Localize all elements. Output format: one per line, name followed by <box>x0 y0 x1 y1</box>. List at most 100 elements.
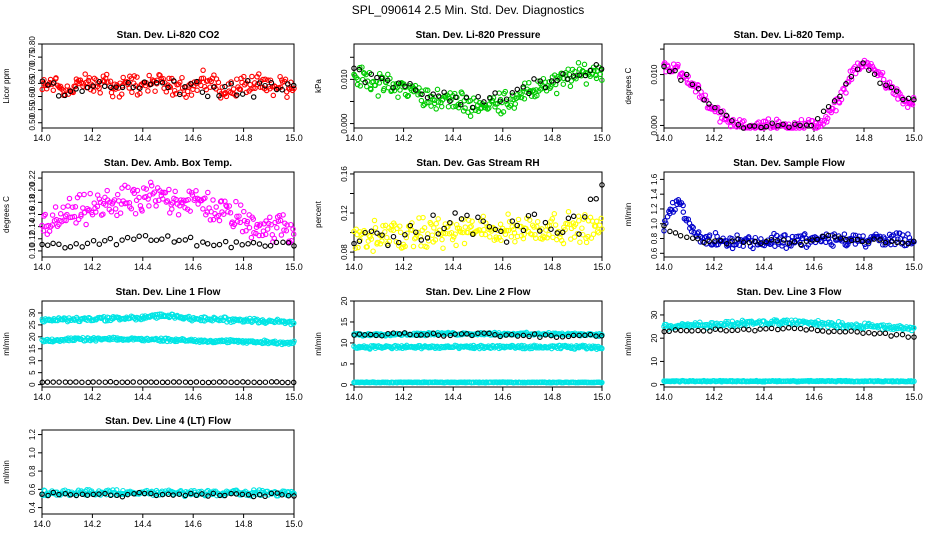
data-point <box>124 491 131 498</box>
data-point <box>234 218 241 225</box>
data-point <box>697 319 703 326</box>
data-point <box>599 379 605 386</box>
data-point <box>768 237 775 243</box>
data-point <box>703 97 710 104</box>
data-point <box>908 324 914 331</box>
data-point <box>146 72 152 79</box>
x-tick-label: 15.0 <box>285 392 303 402</box>
data-point <box>498 237 504 244</box>
data-point <box>598 333 605 339</box>
data-point <box>424 332 430 338</box>
series-red <box>39 67 297 101</box>
data-point <box>89 211 96 218</box>
data-point <box>786 124 792 130</box>
y-tick-label: 0.12 <box>340 205 349 221</box>
data-point <box>90 237 97 244</box>
data-point <box>279 492 285 498</box>
data-point <box>119 379 125 385</box>
data-point <box>53 216 60 223</box>
data-point <box>534 218 541 225</box>
x-tick-label: 14.8 <box>855 133 873 143</box>
data-point <box>62 379 69 385</box>
data-point <box>763 326 769 332</box>
data-point <box>837 328 843 335</box>
data-point <box>79 379 85 386</box>
data-point <box>218 317 224 323</box>
data-point <box>712 104 718 111</box>
data-point <box>833 107 839 114</box>
data-point <box>542 84 549 91</box>
data-point <box>576 72 582 78</box>
data-point <box>497 333 503 340</box>
data-point <box>390 84 396 91</box>
data-point <box>390 330 397 336</box>
data-point <box>802 231 808 237</box>
data-point <box>848 73 855 80</box>
x-tick-label: 14.8 <box>235 519 253 529</box>
data-point <box>364 244 370 250</box>
data-point <box>108 84 114 91</box>
data-point <box>162 189 169 196</box>
data-point <box>148 182 155 189</box>
data-point <box>435 231 442 237</box>
data-point <box>102 379 109 385</box>
data-point <box>159 236 165 242</box>
data-point <box>131 190 138 197</box>
y-tick-label: 0.8 <box>650 232 659 244</box>
data-point <box>148 237 154 244</box>
data-point <box>274 490 280 496</box>
y-tick-label: 0.6 <box>650 247 659 259</box>
y-tick-label: 1.2 <box>28 428 37 440</box>
data-point <box>290 82 297 89</box>
chart-panel-5: Stan. Dev. Gas Stream RH percent 14.0 14.2 1… <box>314 158 611 272</box>
x-tick-label: 14.4 <box>444 392 462 402</box>
series-black <box>39 232 297 251</box>
data-point <box>147 192 153 198</box>
data-point <box>62 490 69 497</box>
data-point <box>893 331 900 338</box>
data-point <box>136 489 142 496</box>
data-point <box>780 325 786 332</box>
data-point <box>430 330 437 337</box>
data-point <box>351 240 357 247</box>
data-point <box>542 79 549 85</box>
data-point <box>695 85 702 92</box>
data-point <box>452 331 458 337</box>
series-cyan-middle <box>351 342 605 352</box>
data-point <box>176 91 183 98</box>
x-tick-label: 14.8 <box>544 133 562 143</box>
data-point <box>599 345 605 352</box>
data-point <box>478 218 484 224</box>
y-tick-label: 0.20 <box>28 182 37 198</box>
data-point <box>284 222 290 228</box>
data-point <box>441 225 447 232</box>
y-tick-label: 0 <box>650 382 659 387</box>
data-point <box>435 93 442 99</box>
data-point <box>97 199 104 205</box>
data-point <box>763 123 770 130</box>
data-point <box>267 214 273 221</box>
x-tick-label: 15.0 <box>905 262 923 272</box>
data-point <box>239 242 245 248</box>
data-point <box>73 86 79 92</box>
data-point <box>565 66 571 72</box>
data-point <box>84 240 91 247</box>
x-tick-label: 14.0 <box>33 133 51 143</box>
data-point <box>684 234 690 241</box>
y-tick-label: 0.18 <box>28 194 37 210</box>
data-point <box>119 185 125 191</box>
data-point <box>222 238 229 245</box>
data-point <box>579 225 585 231</box>
data-point <box>669 68 676 75</box>
data-point <box>518 342 525 349</box>
data-point <box>182 83 188 90</box>
data-point <box>502 88 509 95</box>
data-point <box>894 239 900 246</box>
data-point <box>353 226 359 233</box>
data-point <box>245 379 251 386</box>
y-tick-label: 1.0 <box>650 218 659 230</box>
data-point <box>803 235 809 242</box>
data-point <box>83 221 89 228</box>
data-point <box>216 241 223 248</box>
data-point <box>514 333 521 339</box>
